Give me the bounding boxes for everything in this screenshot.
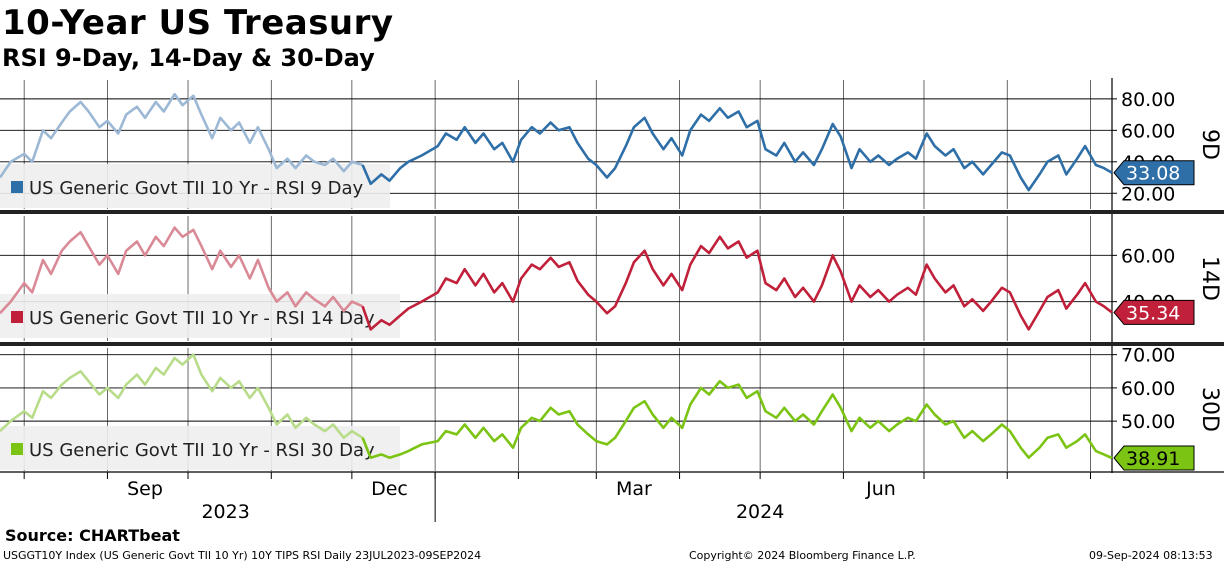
timestamp: 09-Sep-2024 08:13:53 bbox=[1089, 549, 1213, 562]
rsi14-ytick-label: 60.00 bbox=[1121, 245, 1175, 267]
rsi9-last-value: 33.08 bbox=[1126, 163, 1180, 185]
rsi30-last-value-badge bbox=[1113, 445, 1195, 471]
rsi30-series-line bbox=[361, 379, 1113, 460]
rsi9-legend-box bbox=[0, 164, 390, 208]
rsi14-series-faded bbox=[0, 226, 364, 315]
rsi14-legend-box bbox=[0, 294, 400, 338]
rsi9-legend-label: US Generic Govt TII 10 Yr - RSI 9 Day bbox=[29, 178, 364, 199]
rsi9-ytick-label: 20.00 bbox=[1121, 183, 1175, 205]
rsi9-last-value-badge bbox=[1113, 160, 1195, 186]
index-description: USGGT10Y Index (US Generic Govt TII 10 Y… bbox=[3, 549, 482, 562]
panel-separator bbox=[0, 342, 1224, 346]
rsi30-legend-swatch bbox=[11, 443, 23, 455]
year-label: 2023 bbox=[201, 501, 249, 523]
x-tick-label: Sep bbox=[127, 478, 163, 500]
rsi9-ytick-label: 80.00 bbox=[1121, 89, 1175, 111]
rsi14-legend-label: US Generic Govt TII 10 Yr - RSI 14 Day bbox=[29, 308, 375, 329]
copyright-text: Copyright© 2024 Bloomberg Finance L.P. bbox=[689, 549, 916, 562]
x-tick-label: Mar bbox=[616, 478, 652, 500]
rsi30-ytick-label: 50.00 bbox=[1121, 411, 1175, 433]
x-tick-label: Jun bbox=[865, 478, 896, 500]
rsi9-ytick-label: 60.00 bbox=[1121, 120, 1175, 142]
rsi30-legend-box bbox=[0, 426, 400, 470]
x-tick-label: Dec bbox=[371, 478, 408, 500]
rsi14-series-line bbox=[361, 235, 1113, 331]
rsi30-series-faded bbox=[0, 353, 364, 440]
chart-subtitle: RSI 9-Day, 14-Day & 30-Day bbox=[2, 44, 375, 72]
rsi30-legend-label: US Generic Govt TII 10 Yr - RSI 30 Day bbox=[29, 440, 375, 461]
rsi30-ytick-label: 60.00 bbox=[1121, 378, 1175, 400]
rsi14-last-value-badge bbox=[1113, 299, 1195, 325]
rsi14-legend-swatch bbox=[11, 311, 23, 323]
rsi30-ytick-label: 70.00 bbox=[1121, 345, 1175, 367]
rsi14-last-value: 35.34 bbox=[1126, 302, 1180, 324]
rsi9-series-line bbox=[361, 107, 1113, 192]
rsi9-side-label: 9D bbox=[1197, 129, 1222, 160]
source-label: Source: CHARTbeat bbox=[5, 526, 180, 545]
rsi30-side-label: 30D bbox=[1197, 387, 1222, 432]
rsi14-side-label: 14D bbox=[1197, 256, 1222, 301]
chart-title: 10-Year US Treasury bbox=[2, 3, 394, 43]
rsi9-legend-swatch bbox=[11, 181, 23, 193]
rsi9-series-faded bbox=[0, 92, 363, 179]
rsi30-last-value: 38.91 bbox=[1126, 448, 1180, 470]
panel-separator bbox=[0, 210, 1224, 214]
year-label: 2024 bbox=[736, 501, 784, 523]
